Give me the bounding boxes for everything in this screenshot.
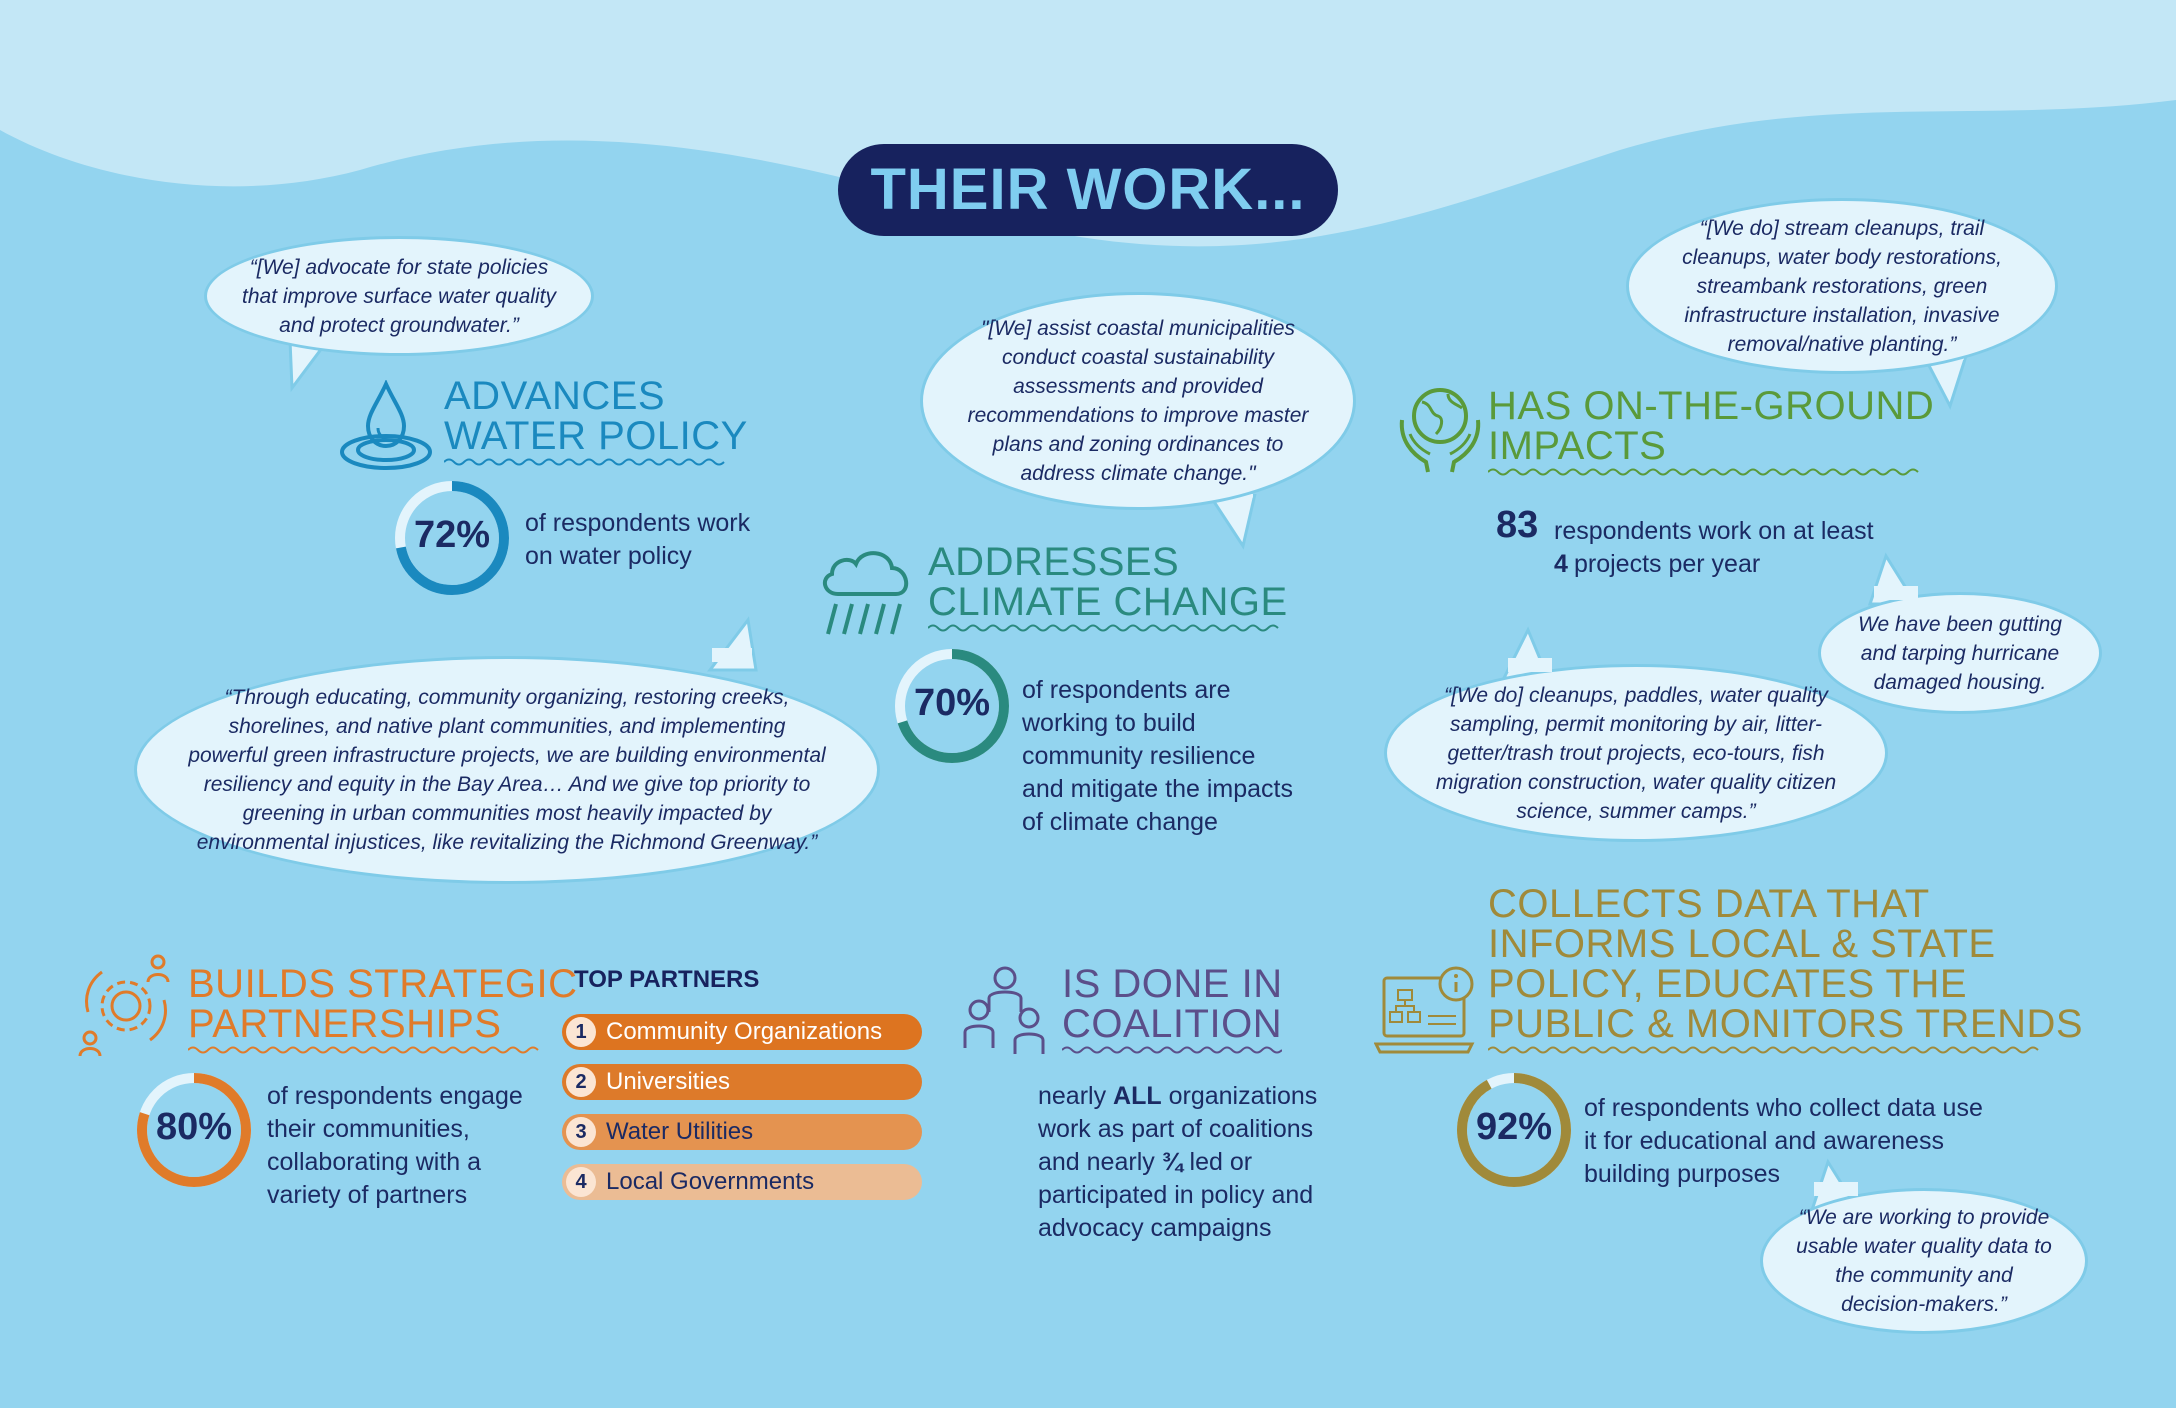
earth-hands-icon xyxy=(1399,388,1481,473)
wavy-underline xyxy=(928,624,1279,632)
heading-data-4: PUBLIC & MONITORS TRENDS xyxy=(1488,1002,2084,1046)
stat-coalition-1: nearly ALL organizations xyxy=(1038,1082,1318,1110)
bubble-tail xyxy=(1207,494,1257,550)
heading-climate-1: ADDRESSES xyxy=(928,540,1180,584)
partner-label: Community Organizations xyxy=(606,1018,883,1045)
stat-partnerships-4: variety of partners xyxy=(267,1181,468,1209)
quote-bubble-hurricane: We have been gutting and tarping hurrica… xyxy=(1818,592,2102,714)
wavy-underline xyxy=(1488,468,1919,476)
stat-ground-2: projects per year xyxy=(1574,550,1761,578)
tail-mask xyxy=(1508,658,1552,672)
rain-cloud-icon xyxy=(822,551,908,635)
tail-mask xyxy=(1874,586,1918,600)
quote-bubble-ground-mid: “[We do] cleanups, paddles, water qualit… xyxy=(1384,664,1888,842)
stat-partnerships-2: their communities, xyxy=(267,1115,470,1143)
percent-label-92: 92% xyxy=(1475,1106,1553,1148)
bubble-tail xyxy=(706,616,758,672)
people-group-icon xyxy=(963,966,1045,1054)
partner-row: 1 Community Organizations xyxy=(562,1014,922,1050)
stat-climate-3: community resilience xyxy=(1022,742,1256,770)
percent-ring-70 xyxy=(895,649,1009,763)
partner-rank: 1 xyxy=(566,1017,596,1047)
top-partners-label: TOP PARTNERS xyxy=(574,966,760,993)
heading-data-2: INFORMS LOCAL & STATE xyxy=(1488,922,1996,966)
heading-water-policy-2: WATER POLICY xyxy=(444,414,748,458)
stat-data-2: it for educational and awareness xyxy=(1584,1127,1944,1155)
partner-rank: 2 xyxy=(566,1067,596,1097)
percent-label-70: 70% xyxy=(913,682,991,724)
tail-mask xyxy=(1814,1182,1858,1196)
stat-partnerships-3: collaborating with a xyxy=(267,1148,482,1176)
stat-water-policy-1: of respondents work xyxy=(525,509,751,537)
stat-climate-1: of respondents are xyxy=(1022,676,1231,704)
partner-row: 3 Water Utilities xyxy=(562,1114,922,1150)
quote-bubble-bay-area: “Through educating, community organizing… xyxy=(134,656,880,884)
tail-mask xyxy=(712,648,752,662)
stat-data-3: building purposes xyxy=(1584,1160,1780,1188)
quote-bubble-climate: "[We] assist coastal municipalities cond… xyxy=(920,292,1356,510)
partner-label: Universities xyxy=(606,1068,731,1095)
stat-water-policy-2: on water policy xyxy=(525,542,692,570)
partner-rank: 3 xyxy=(566,1117,596,1147)
heading-climate-2: CLIMATE CHANGE xyxy=(928,580,1288,624)
quote-bubble-data: “We are working to provide usable water … xyxy=(1760,1188,2088,1334)
wavy-underline xyxy=(1062,1046,1282,1054)
stat-ground-1: respondents work on at least xyxy=(1554,517,1874,545)
partner-label: Local Governments xyxy=(606,1168,815,1195)
heading-data-1: COLLECTS DATA THAT xyxy=(1488,882,1930,926)
partner-row: 2 Universities xyxy=(562,1064,922,1100)
percent-ring-80 xyxy=(137,1073,251,1187)
heading-ground-2: IMPACTS xyxy=(1488,424,1667,468)
water-drop-icon xyxy=(340,380,432,470)
heading-partnerships-1: BUILDS STRATEGIC xyxy=(188,962,578,1006)
quote-bubble-water-policy: “[We] advocate for state policies that i… xyxy=(204,236,594,356)
stat-coalition-3: and nearly ¾ led or xyxy=(1038,1148,1253,1176)
stat-count-83: 83 xyxy=(1496,504,1539,546)
heading-data-3: POLICY, EDUCATES THE xyxy=(1488,962,1968,1006)
heading-coalition-1: IS DONE IN xyxy=(1062,962,1283,1006)
heading-coalition-2: COALITION xyxy=(1062,1002,1283,1046)
wavy-underline xyxy=(1488,1046,2039,1054)
stat-climate-2: working to build xyxy=(1022,709,1196,737)
quote-bubble-ground-top: “[We do] stream cleanups, trail cleanups… xyxy=(1626,198,2058,374)
heading-partnerships-2: PARTNERSHIPS xyxy=(188,1002,502,1046)
laptop-chart-icon xyxy=(1374,966,1475,1054)
partner-label: Water Utilities xyxy=(606,1118,754,1145)
stat-data-1: of respondents who collect data use xyxy=(1584,1094,1983,1122)
stat-coalition-5: advocacy campaigns xyxy=(1038,1214,1272,1242)
partner-row: 4 Local Governments xyxy=(562,1164,922,1200)
gear-network-icon xyxy=(78,954,170,1057)
wavy-underline xyxy=(444,458,725,466)
percent-label-72: 72% xyxy=(413,514,491,556)
heading-water-policy-1: ADVANCES xyxy=(444,374,666,418)
page-title: THEIR WORK... xyxy=(838,144,1338,236)
percent-ring-92 xyxy=(1457,1073,1571,1187)
heading-ground-1: HAS ON-THE-GROUND xyxy=(1488,384,1935,428)
stat-climate-5: of climate change xyxy=(1022,808,1218,836)
stat-partnerships-1: of respondents engage xyxy=(267,1082,523,1110)
partner-rank: 4 xyxy=(566,1167,596,1197)
percent-ring-72 xyxy=(395,481,509,595)
wavy-underline xyxy=(188,1046,539,1054)
stat-climate-4: and mitigate the impacts xyxy=(1022,775,1293,803)
stat-coalition-4: participated in policy and xyxy=(1038,1181,1314,1209)
stat-coalition-2: work as part of coalitions xyxy=(1038,1115,1314,1143)
stat-count-4: 4 xyxy=(1554,550,1568,578)
percent-label-80: 80% xyxy=(155,1106,233,1148)
